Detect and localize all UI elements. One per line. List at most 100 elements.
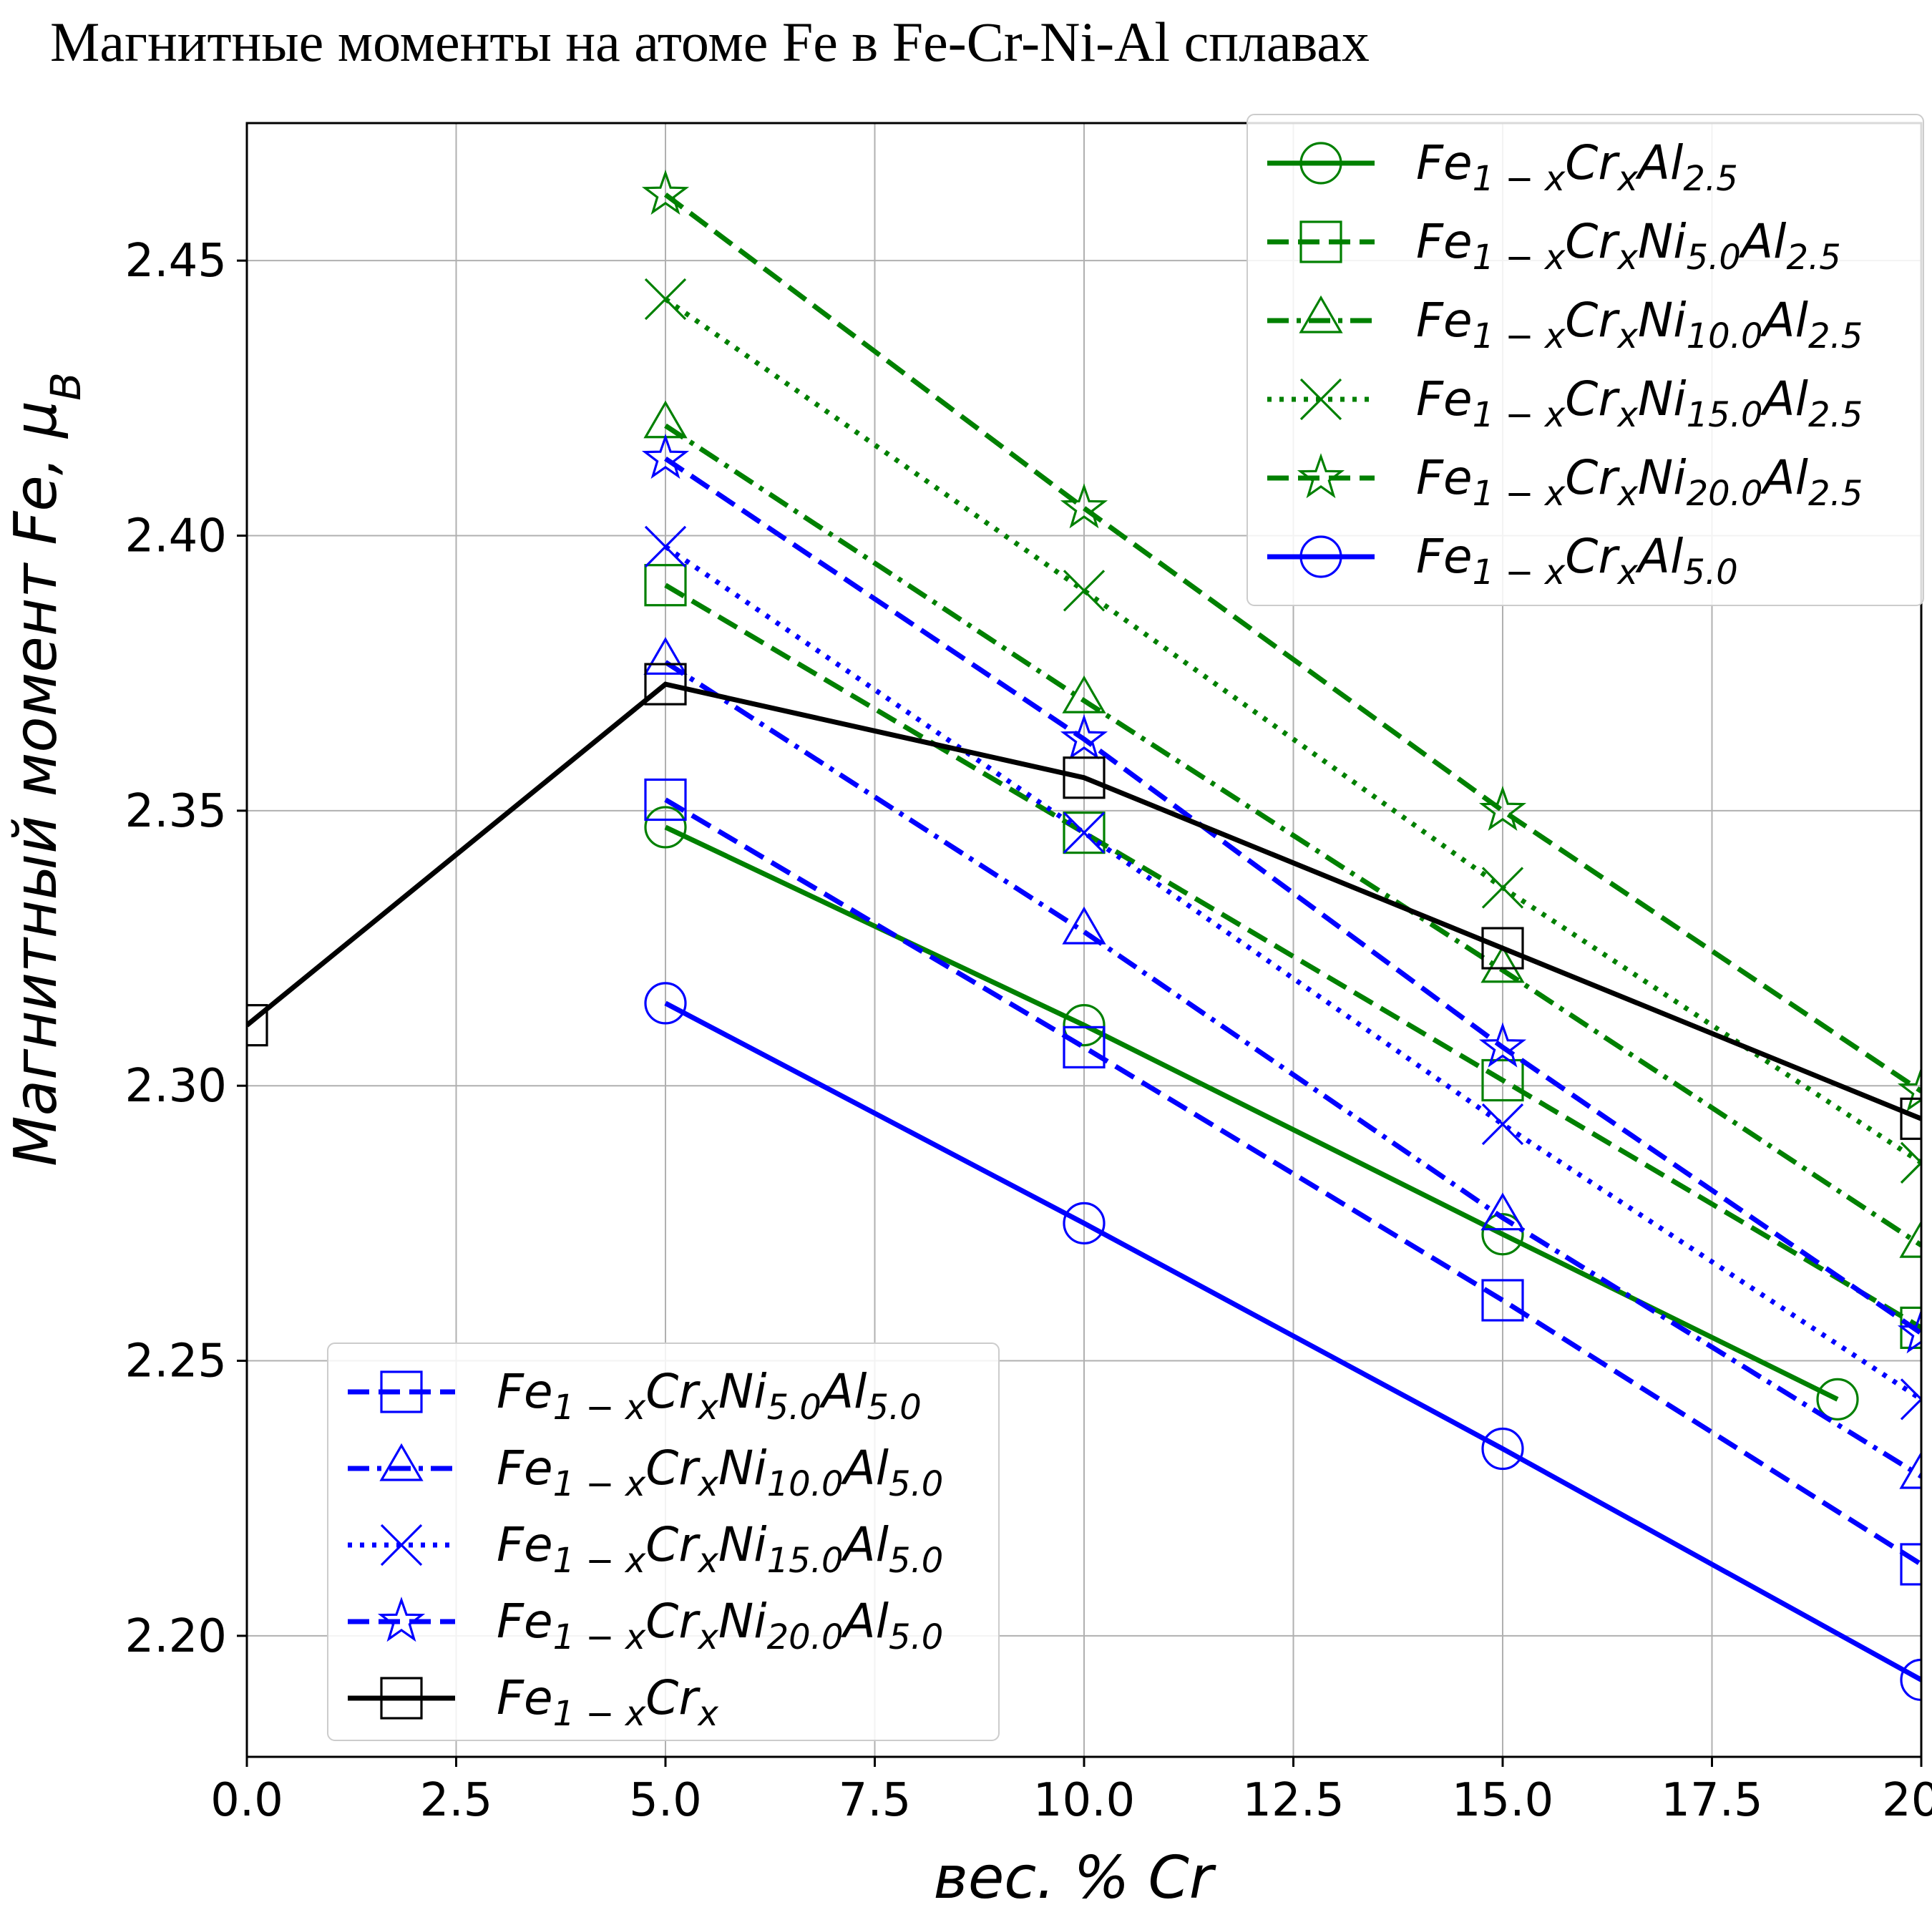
series-3 xyxy=(644,278,1921,1184)
series-8 xyxy=(644,525,1921,1421)
legend-label-subscript: x xyxy=(1616,316,1638,356)
y-axis-label: Магнитный момент Fe, μB xyxy=(2,372,90,1166)
legend-label-text: Fe xyxy=(1416,450,1473,505)
legend-label-subscript: x xyxy=(696,1541,718,1581)
legend-label-subscript: x xyxy=(1616,474,1638,514)
x-tick-label: 5.0 xyxy=(629,1774,702,1827)
legend-label-subscript: 2.5 xyxy=(1683,159,1737,199)
legend-top-right: Fe1 − x​Crx​Al2.5​ Fe1 − x​Crx​Ni5.0​Al2.… xyxy=(1246,114,1924,606)
legend-label-text: Al xyxy=(1738,214,1787,269)
data-point xyxy=(644,564,687,607)
legend-label: Fe1 − x​Crx​Ni15.0​Al5.0​ xyxy=(497,1517,943,1581)
legend-label-text: Al xyxy=(819,1364,867,1419)
y-tick-label: 2.25 xyxy=(125,1335,228,1388)
series-5 xyxy=(644,982,1921,1701)
y-tick-label: 2.30 xyxy=(125,1060,228,1113)
data-point xyxy=(1062,906,1106,945)
y-tick-label: 2.35 xyxy=(125,785,228,838)
series-line xyxy=(664,583,1921,1330)
data-point xyxy=(644,278,687,321)
legend-label-subscript: 2.5 xyxy=(1808,395,1863,435)
data-point xyxy=(641,170,690,215)
legend-label-subscript: 1 − x xyxy=(553,1617,646,1657)
data-point xyxy=(1481,1103,1524,1146)
legend-box xyxy=(327,1343,1000,1741)
series-line xyxy=(664,423,1921,1248)
series-line xyxy=(664,456,1921,1335)
data-point xyxy=(380,1370,423,1413)
legend-label-subscript: x xyxy=(1616,159,1638,199)
data-point xyxy=(1062,675,1106,713)
data-point xyxy=(1900,1543,1921,1586)
legend-label-subscript: x xyxy=(696,1464,718,1504)
series-line xyxy=(663,193,1921,1093)
legend-label-subscript: 2.5 xyxy=(1786,238,1840,278)
legend-label-text: Cr xyxy=(645,1364,701,1419)
data-point xyxy=(1480,1192,1525,1231)
legend-label-text: Al xyxy=(1760,293,1808,348)
data-point xyxy=(1063,812,1106,854)
x-tick-label: 12.5 xyxy=(1242,1774,1345,1827)
series-line xyxy=(664,545,1921,1402)
series-7 xyxy=(643,637,1921,1489)
data-point xyxy=(379,1443,424,1481)
legend-label-subscript: 5.0 xyxy=(889,1617,943,1657)
legend-label-subscript: 1 − x xyxy=(553,1694,646,1734)
legend-label: Fe1 − x​Crx​Ni15.0​Al2.5​ xyxy=(1416,371,1863,435)
legend-label-subscript: x xyxy=(1616,552,1638,593)
data-point xyxy=(1899,1451,1921,1489)
series-0 xyxy=(644,806,1859,1421)
legend-label-subscript: 5.0 xyxy=(867,1388,921,1428)
legend-label-subscript: x xyxy=(696,1617,718,1657)
series-line xyxy=(664,1000,1921,1682)
legend-label-text: Fe xyxy=(1416,214,1473,269)
data-point xyxy=(1899,1219,1921,1258)
legend-label-subscript: 5.0 xyxy=(767,1388,821,1428)
legend-label-subscript: 2.5 xyxy=(1808,316,1863,356)
legend-label-text: Cr xyxy=(1565,529,1620,584)
data-point xyxy=(1299,378,1342,421)
data-point xyxy=(1060,483,1108,529)
series-line xyxy=(247,681,1921,1121)
legend-label-text: Al xyxy=(1760,371,1808,427)
legend-label-text: Cr xyxy=(1565,135,1620,190)
data-point xyxy=(1481,1279,1524,1322)
legend-label-text: Ni xyxy=(1638,293,1687,348)
legend-label-text: Al xyxy=(1635,529,1684,584)
data-point xyxy=(1478,1022,1527,1068)
data-point xyxy=(1299,142,1342,185)
data-point xyxy=(1063,570,1106,612)
data-point xyxy=(377,1597,426,1642)
data-point xyxy=(1481,1213,1524,1256)
legend-label: Fe1 − x​Crx​Al2.5​ xyxy=(1416,135,1738,199)
data-point xyxy=(1063,1025,1106,1068)
data-point xyxy=(1060,714,1108,760)
x-axis-label: вес. % Cr xyxy=(934,1844,1216,1912)
data-point xyxy=(1897,1308,1921,1354)
data-point xyxy=(1299,535,1342,578)
x-tick-label: 17.5 xyxy=(1661,1774,1763,1827)
legend-label-subscript: 1 − x xyxy=(1473,474,1566,514)
legend-label-subscript: 1 − x xyxy=(1473,238,1566,278)
data-point xyxy=(380,1524,423,1566)
legend-label: Fe1 − x​Crx​Ni5.0​Al2.5​ xyxy=(1416,214,1841,278)
data-point xyxy=(1063,756,1106,799)
legend-box xyxy=(1246,114,1924,606)
series-10 xyxy=(247,663,1921,1140)
legend-label-text: Ni xyxy=(718,1364,767,1419)
data-point xyxy=(1299,220,1342,263)
data-point xyxy=(644,982,687,1025)
legend-label-text: Cr xyxy=(1565,214,1620,269)
data-point xyxy=(643,637,688,675)
series-9 xyxy=(641,434,1921,1354)
legend-label-text: Cr xyxy=(1565,293,1620,348)
legend-label: Fe1 − x​Crx​Ni10.0​Al5.0​ xyxy=(497,1441,943,1504)
legend-label-text: Al xyxy=(840,1441,889,1496)
legend-label-subscript: 5.0 xyxy=(889,1464,943,1504)
y-tick-label: 2.20 xyxy=(125,1610,228,1663)
series-6 xyxy=(644,778,1921,1586)
legend-label-subscript: 1 − x xyxy=(1473,395,1566,435)
y-axis-label-subscript: B xyxy=(42,372,90,401)
data-point xyxy=(1900,1378,1921,1421)
